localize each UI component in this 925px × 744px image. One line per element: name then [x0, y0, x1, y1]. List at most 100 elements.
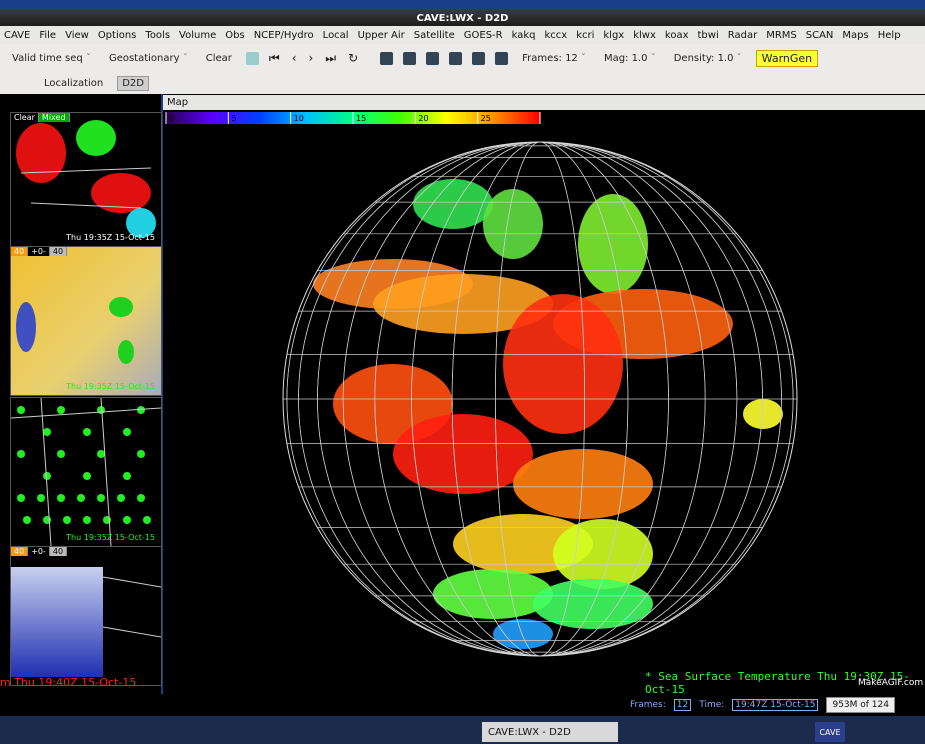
station-dot — [123, 516, 131, 524]
menu-item[interactable]: klwx — [633, 29, 656, 41]
station-dot — [123, 428, 131, 436]
colorbar-label: 30 — [543, 114, 553, 123]
density[interactable]: Density: 1.0 — [670, 51, 746, 66]
menu-item[interactable]: Maps — [842, 29, 869, 41]
panel-time: Thu 19:35Z 15-Oct-15 — [66, 382, 155, 391]
station-dot — [143, 516, 151, 524]
colorbar-label: 15 — [356, 114, 366, 123]
station-dot — [117, 494, 125, 502]
panel-image — [16, 297, 134, 364]
warngen-button[interactable]: WarnGen — [755, 49, 819, 67]
localization[interactable]: Localization — [44, 77, 104, 89]
window-title: CAVE:LWX - D2D — [0, 10, 925, 26]
station-dot — [97, 494, 105, 502]
station-dot — [83, 472, 91, 480]
menu-item[interactable]: Satellite — [413, 29, 455, 41]
menu-item[interactable]: MRMS — [766, 29, 797, 41]
tool-icon[interactable] — [380, 51, 394, 65]
sst-blob — [578, 194, 648, 294]
sst-blob — [743, 399, 783, 429]
panel-column: Clear Mixed Thu 19:35Z 15-Oct-15 40 +0- 40 … — [0, 94, 162, 694]
station-dot — [123, 472, 131, 480]
sst-blob — [503, 294, 623, 434]
colorbar-label: 5 — [231, 114, 236, 123]
menu-item[interactable]: Obs — [225, 29, 245, 41]
station-dot — [137, 494, 145, 502]
menu-item[interactable]: Help — [877, 29, 901, 41]
sst-blob — [483, 189, 543, 259]
menu-item[interactable]: Volume — [179, 29, 217, 41]
menu-item[interactable]: Local — [322, 29, 349, 41]
panel-labels: 40 +0- 40 — [11, 247, 68, 256]
time-mode[interactable]: Valid time seq — [8, 51, 95, 66]
frames[interactable]: Frames: 12 — [518, 51, 590, 66]
menu-bar: CAVE File View Options Tools Volume Obs NCEP/Hy… — [0, 26, 925, 44]
colorbar-label: 0 — [169, 114, 174, 123]
colorbar-label: 10 — [294, 114, 304, 123]
station-dot — [57, 494, 65, 502]
menu-item[interactable]: NCEP/Hydro — [253, 29, 314, 41]
tab-label[interactable]: Map — [167, 97, 189, 108]
station-dot — [43, 428, 51, 436]
memory: 953M of 124 — [826, 697, 895, 713]
station-dot — [137, 450, 145, 458]
menu-item[interactable]: klgx — [603, 29, 625, 41]
colorbar-label: 20 — [418, 114, 428, 123]
menu-item[interactable]: kakq — [511, 29, 536, 41]
time-label: Time: — [699, 700, 725, 710]
frames-value: 12 — [673, 699, 692, 711]
map-tab[interactable]: Map — [163, 95, 925, 110]
menu-item[interactable]: GOES-R — [463, 29, 503, 41]
clear-button[interactable]: Clear — [205, 52, 232, 64]
tool-icon[interactable] — [403, 51, 417, 65]
tool-icon[interactable] — [495, 51, 509, 65]
tool-icon[interactable] — [449, 51, 463, 65]
task-button[interactable]: CAVE — [815, 722, 845, 742]
menu-item[interactable]: SCAN — [805, 29, 834, 41]
label: 40 — [49, 547, 68, 556]
menu-item[interactable]: File — [39, 29, 57, 41]
zoom-icon[interactable] — [245, 51, 259, 65]
menu-item[interactable]: Radar — [727, 29, 758, 41]
menu-item[interactable]: kccx — [544, 29, 568, 41]
label: 40 — [11, 247, 29, 256]
label: +0- — [28, 547, 50, 556]
panel: 40 +0- 40 — [10, 546, 162, 686]
status-bar: Frames: 12 Time: 19:47Z 15-Oct-15 953M o… — [0, 694, 925, 716]
frame-controls[interactable]: ⏮‹›⏭↻ — [268, 50, 371, 65]
colorbar-label: 25 — [481, 114, 491, 123]
panel-footer: m Thu 19:40Z 15-Oct-15 — [0, 676, 137, 689]
projection[interactable]: Geostationary — [105, 51, 192, 66]
panel-time: Thu 19:35Z 15-Oct-15 — [66, 233, 155, 242]
sst-field — [283, 142, 797, 656]
globe-edge — [282, 141, 798, 657]
menu-item[interactable]: Upper Air — [357, 29, 405, 41]
menu-item[interactable]: View — [65, 29, 89, 41]
station-dot — [57, 450, 65, 458]
station-dot — [17, 450, 25, 458]
station-dot — [83, 516, 91, 524]
task-button[interactable]: CAVE:LWX - D2D — [482, 722, 618, 742]
map-outline — [11, 398, 161, 546]
menu-item[interactable]: CAVE — [4, 29, 31, 41]
tool-icon[interactable] — [426, 51, 440, 65]
menu-item[interactable]: Options — [97, 29, 137, 41]
station-dot — [23, 516, 31, 524]
sst-blob — [493, 619, 553, 649]
label: 40 — [11, 547, 29, 556]
d2d[interactable]: D2D — [117, 75, 149, 91]
panel: Thu 19:35Z 15-Oct-15 — [10, 397, 162, 547]
panel-time: Thu 19:35Z 15-Oct-15 — [66, 533, 155, 542]
sst-blob — [413, 179, 493, 229]
mag[interactable]: Mag: 1.0 — [600, 51, 660, 66]
menu-item[interactable]: Tools — [145, 29, 171, 41]
menu-item[interactable]: tbwi — [697, 29, 719, 41]
menu-item[interactable]: koax — [664, 29, 689, 41]
panel-image — [16, 120, 156, 238]
panel: 40 +0- 40 Thu 19:35Z 15-Oct-15 — [10, 246, 162, 396]
menu-item[interactable]: kcri — [576, 29, 595, 41]
label: 40 — [49, 247, 68, 256]
map-legend: * Sea Surface Temperature Thu 19:30Z 15-… — [645, 670, 910, 696]
tool-icon[interactable] — [472, 51, 486, 65]
